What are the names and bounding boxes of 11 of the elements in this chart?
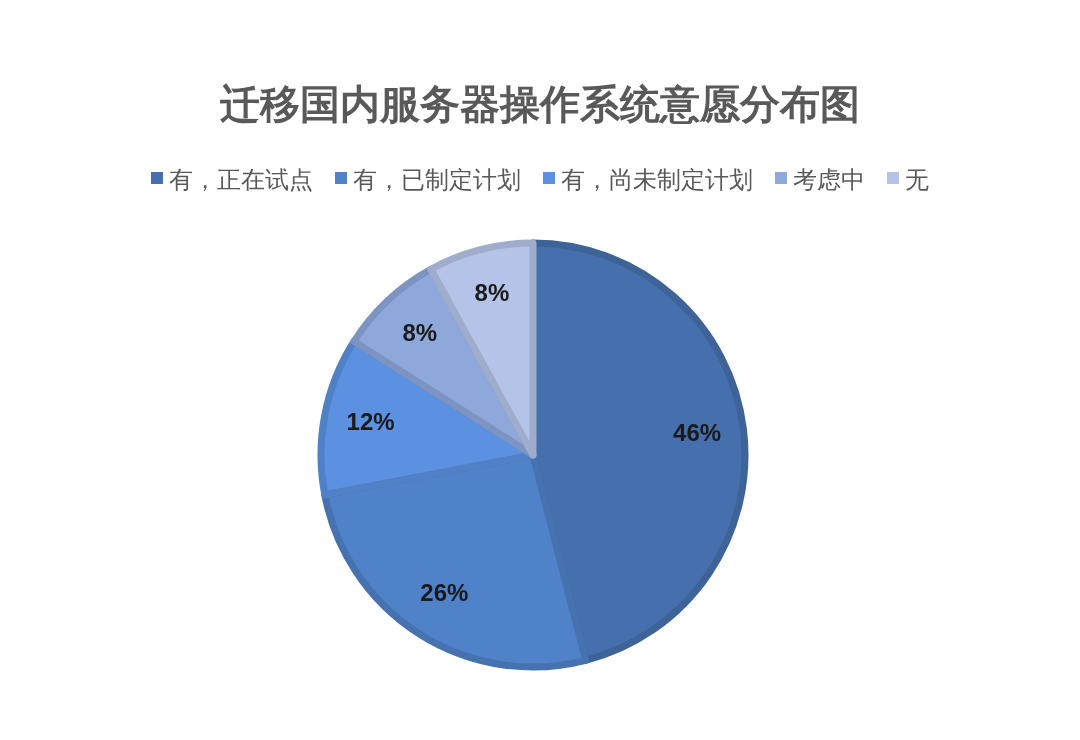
data-label: 12% bbox=[346, 408, 395, 436]
data-label: 46% bbox=[673, 418, 722, 446]
chart-title: 迁移国内服务器操作系统意愿分布图 bbox=[219, 82, 860, 126]
legend-label: 无 bbox=[905, 166, 929, 194]
data-label: 26% bbox=[420, 578, 469, 606]
legend-label: 考虑中 bbox=[793, 166, 865, 194]
data-label: 8% bbox=[402, 318, 438, 346]
data-label: 8% bbox=[474, 279, 510, 307]
legend-label: 有，已制定计划 bbox=[353, 166, 521, 194]
legend-label: 有，尚未制定计划 bbox=[561, 166, 753, 194]
legend-label: 有，正在试点 bbox=[169, 166, 313, 194]
